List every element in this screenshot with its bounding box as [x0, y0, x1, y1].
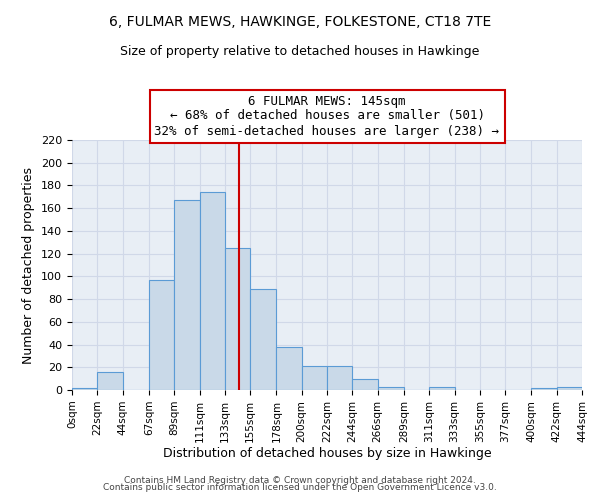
- Text: Contains public sector information licensed under the Open Government Licence v3: Contains public sector information licen…: [103, 484, 497, 492]
- Y-axis label: Number of detached properties: Number of detached properties: [22, 166, 35, 364]
- Bar: [97, 372, 122, 390]
- Text: 6, FULMAR MEWS, HAWKINGE, FOLKESTONE, CT18 7TE: 6, FULMAR MEWS, HAWKINGE, FOLKESTONE, CT…: [109, 15, 491, 29]
- Bar: [225, 248, 250, 390]
- Bar: [532, 388, 557, 390]
- Bar: [199, 192, 225, 390]
- Bar: [557, 386, 582, 390]
- X-axis label: Distribution of detached houses by size in Hawkinge: Distribution of detached houses by size …: [163, 448, 491, 460]
- Bar: [377, 386, 404, 390]
- Text: Size of property relative to detached houses in Hawkinge: Size of property relative to detached ho…: [121, 45, 479, 58]
- Bar: [302, 366, 327, 390]
- Bar: [72, 388, 97, 390]
- Bar: [250, 289, 277, 390]
- Text: Contains HM Land Registry data © Crown copyright and database right 2024.: Contains HM Land Registry data © Crown c…: [124, 476, 476, 485]
- Bar: [429, 386, 455, 390]
- Bar: [174, 200, 199, 390]
- Bar: [327, 366, 352, 390]
- Bar: [352, 378, 377, 390]
- Bar: [277, 347, 302, 390]
- Bar: [149, 280, 174, 390]
- Text: 6 FULMAR MEWS: 145sqm
← 68% of detached houses are smaller (501)
32% of semi-det: 6 FULMAR MEWS: 145sqm ← 68% of detached …: [155, 94, 499, 138]
